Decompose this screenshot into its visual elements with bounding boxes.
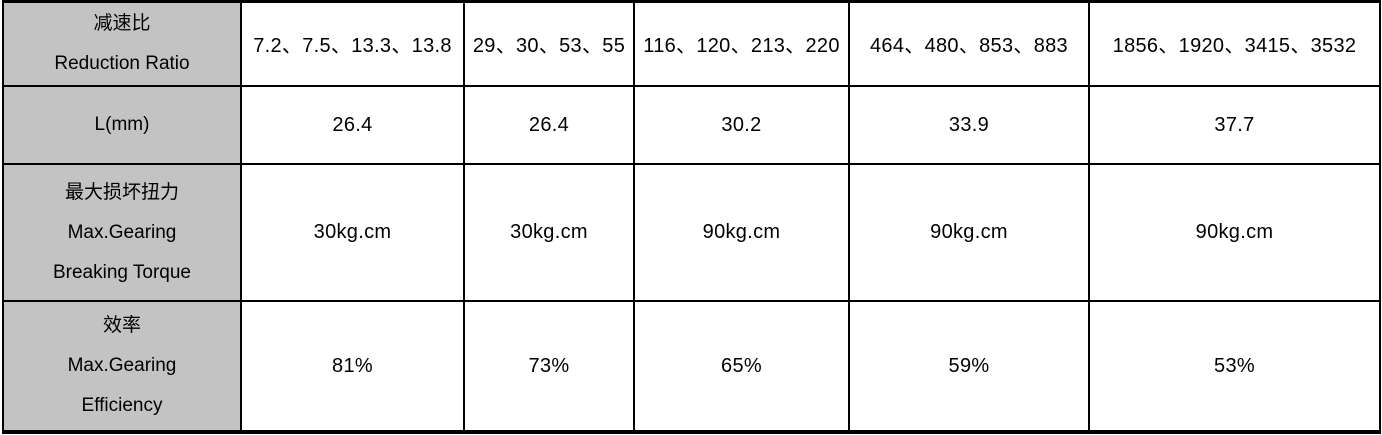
row-reduction-ratio: 减速比 Reduction Ratio 7.2、7.5、13.3、13.8 29… (2, 0, 1381, 87)
breaking-torque-col-2: 30kg.cm (463, 163, 635, 303)
length-col-2: 26.4 (463, 84, 635, 166)
reduction-ratio-col-5: 1856、1920、3415、3532 (1088, 0, 1381, 87)
reduction-ratio-col-1: 7.2、7.5、13.3、13.8 (240, 0, 465, 87)
efficiency-col-4: 59% (848, 300, 1090, 433)
header-line-zh: 效率 (102, 315, 141, 337)
length-col-1: 26.4 (240, 84, 465, 166)
efficiency-col-1: 81% (240, 300, 465, 433)
header-line-en2: Breaking Torque (52, 261, 192, 283)
header-line-en2: Efficiency (81, 395, 163, 417)
efficiency-col-2: 73% (463, 300, 635, 433)
header-line-en: Max.Gearing (67, 221, 177, 243)
reduction-ratio-col-4: 464、480、853、883 (848, 0, 1090, 87)
efficiency-col-3: 65% (633, 300, 850, 433)
breaking-torque-col-5: 90kg.cm (1088, 163, 1381, 303)
row-header-length: L(mm) (2, 84, 242, 166)
header-line-zh: 减速比 (93, 12, 151, 34)
reduction-ratio-col-3: 116、120、213、220 (633, 0, 850, 87)
header-line-zh: 最大损坏扭力 (64, 181, 179, 203)
row-header-efficiency: 效率 Max.Gearing Efficiency (2, 300, 242, 433)
efficiency-col-5: 53% (1088, 300, 1381, 433)
length-col-3: 30.2 (633, 84, 850, 166)
header-line-en: L(mm) (94, 114, 150, 136)
breaking-torque-col-1: 30kg.cm (240, 163, 465, 303)
reduction-ratio-col-2: 29、30、53、55 (463, 0, 635, 87)
length-col-4: 33.9 (848, 84, 1090, 166)
row-efficiency: 效率 Max.Gearing Efficiency 81% 73% 65% 59… (2, 300, 1381, 433)
header-line-en: Reduction Ratio (54, 52, 190, 74)
header-line-en: Max.Gearing (67, 355, 177, 377)
breaking-torque-col-3: 90kg.cm (633, 163, 850, 303)
row-breaking-torque: 最大损坏扭力 Max.Gearing Breaking Torque 30kg.… (2, 163, 1381, 303)
row-header-breaking-torque: 最大损坏扭力 Max.Gearing Breaking Torque (2, 163, 242, 303)
length-col-5: 37.7 (1088, 84, 1381, 166)
row-header-reduction-ratio: 减速比 Reduction Ratio (2, 0, 242, 87)
row-length: L(mm) 26.4 26.4 30.2 33.9 37.7 (2, 84, 1381, 166)
breaking-torque-col-4: 90kg.cm (848, 163, 1090, 303)
